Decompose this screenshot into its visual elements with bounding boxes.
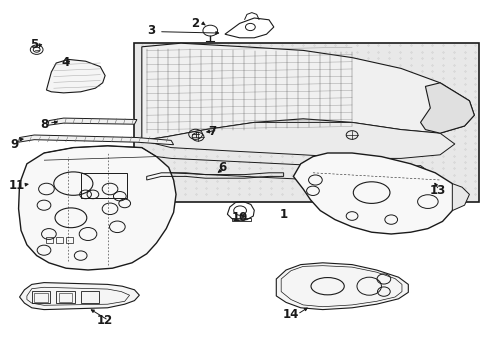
Polygon shape	[276, 263, 407, 310]
Polygon shape	[46, 59, 105, 93]
Polygon shape	[293, 153, 456, 234]
Text: 9: 9	[11, 138, 19, 150]
Text: 6: 6	[218, 161, 226, 174]
Polygon shape	[142, 43, 473, 140]
Bar	[134, 43, 478, 202]
Text: 3: 3	[147, 24, 155, 37]
Bar	[56, 237, 63, 243]
Text: 11: 11	[9, 179, 25, 192]
Bar	[81, 173, 127, 198]
Text: 14: 14	[282, 309, 299, 321]
Polygon shape	[420, 83, 473, 133]
Text: 13: 13	[428, 184, 445, 197]
Polygon shape	[20, 283, 139, 310]
Polygon shape	[142, 122, 454, 158]
Bar	[46, 237, 53, 243]
Bar	[32, 291, 50, 303]
Bar	[66, 237, 73, 243]
Polygon shape	[451, 184, 468, 211]
Bar	[232, 218, 250, 221]
Text: 7: 7	[208, 125, 216, 138]
Text: 4: 4	[62, 57, 70, 69]
Bar	[34, 293, 48, 302]
Text: 5: 5	[30, 39, 38, 51]
Text: 1: 1	[279, 208, 287, 221]
Text: 8: 8	[40, 118, 48, 131]
Polygon shape	[19, 146, 176, 270]
Text: 12: 12	[97, 314, 113, 327]
Bar	[59, 293, 72, 302]
Text: 10: 10	[231, 211, 247, 224]
Bar	[56, 291, 75, 303]
Polygon shape	[19, 135, 173, 145]
Bar	[81, 291, 99, 303]
Text: 2: 2	[191, 17, 199, 30]
Polygon shape	[48, 118, 137, 125]
